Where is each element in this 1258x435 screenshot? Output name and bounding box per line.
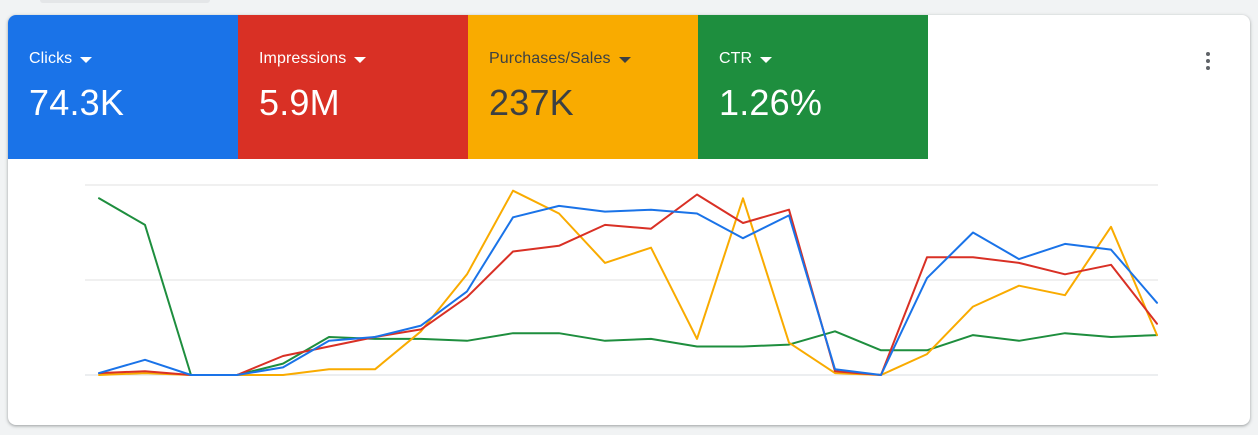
- metric-tile-header[interactable]: Purchases/Sales: [489, 49, 698, 69]
- series-line-purchases: [98, 189, 1158, 376]
- performance-line-chart: [85, 184, 1158, 376]
- metric-value: 5.9M: [259, 82, 340, 123]
- metric-label: Impressions: [259, 50, 347, 67]
- series-line-clicks: [98, 204, 1158, 376]
- metric-tile-ctr[interactable]: CTR 1.26%: [698, 15, 928, 159]
- metric-label: CTR: [719, 50, 753, 67]
- performance-card: Clicks 74.3K Impressions 5.9M Purchases/Sale…: [8, 15, 1250, 425]
- metric-label: Clicks: [29, 50, 73, 67]
- metric-tiles: Clicks 74.3K Impressions 5.9M Purchases/Sale…: [8, 15, 928, 159]
- metric-tile-clicks[interactable]: Clicks 74.3K: [8, 15, 238, 159]
- series-line-ctr: [98, 197, 1158, 376]
- metric-value: 237K: [489, 82, 574, 123]
- metric-tile-header[interactable]: Clicks: [29, 49, 238, 69]
- caret-down-icon[interactable]: [618, 56, 631, 63]
- metric-tile-header[interactable]: Impressions: [259, 49, 468, 69]
- metric-value: 1.26%: [719, 82, 823, 123]
- caret-down-icon[interactable]: [80, 56, 93, 63]
- series-line-impressions: [98, 193, 1158, 376]
- metric-tile-purchases-sales[interactable]: Purchases/Sales 237K: [468, 15, 698, 159]
- more-vert-icon: [1206, 52, 1210, 56]
- metric-value: 74.3K: [29, 82, 125, 123]
- metric-tile-impressions[interactable]: Impressions 5.9M: [238, 15, 468, 159]
- metric-tile-header[interactable]: CTR: [719, 49, 928, 69]
- chart-gridlines: [85, 184, 1158, 376]
- caret-down-icon[interactable]: [760, 56, 773, 63]
- caret-down-icon[interactable]: [354, 56, 367, 63]
- more-vert-icon-dot: [1206, 66, 1210, 70]
- more-vert-icon-dot: [1206, 59, 1210, 63]
- more-options-button[interactable]: [1192, 45, 1224, 77]
- metric-label: Purchases/Sales: [489, 50, 611, 67]
- top-shadow: [40, 0, 210, 3]
